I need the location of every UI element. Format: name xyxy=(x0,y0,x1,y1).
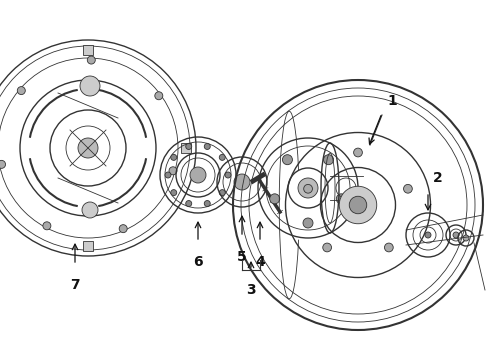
Circle shape xyxy=(303,218,313,228)
Text: 2: 2 xyxy=(433,171,443,185)
Circle shape xyxy=(219,190,225,195)
Circle shape xyxy=(169,167,177,175)
Circle shape xyxy=(119,225,127,233)
Circle shape xyxy=(404,184,412,193)
Circle shape xyxy=(186,144,192,149)
Circle shape xyxy=(225,172,231,178)
Circle shape xyxy=(204,201,210,207)
Circle shape xyxy=(425,232,431,238)
Circle shape xyxy=(82,202,98,218)
Circle shape xyxy=(78,138,98,158)
Circle shape xyxy=(204,144,210,149)
Text: 5: 5 xyxy=(237,250,247,264)
Circle shape xyxy=(349,196,367,214)
Circle shape xyxy=(323,243,332,252)
Circle shape xyxy=(80,76,100,96)
Text: 1: 1 xyxy=(387,94,397,108)
Circle shape xyxy=(190,167,206,183)
Circle shape xyxy=(43,222,51,230)
Circle shape xyxy=(339,186,377,224)
Text: 4: 4 xyxy=(255,255,265,269)
Circle shape xyxy=(463,235,469,241)
Circle shape xyxy=(270,194,280,204)
Circle shape xyxy=(165,172,171,178)
Circle shape xyxy=(186,201,192,207)
Circle shape xyxy=(385,243,393,252)
Text: 6: 6 xyxy=(193,255,203,269)
Circle shape xyxy=(155,92,163,100)
Text: 3: 3 xyxy=(246,283,256,297)
Circle shape xyxy=(453,232,459,238)
Circle shape xyxy=(0,160,5,168)
Circle shape xyxy=(171,190,177,195)
Circle shape xyxy=(87,56,95,64)
Circle shape xyxy=(323,155,334,165)
Circle shape xyxy=(17,87,25,95)
Circle shape xyxy=(298,178,318,198)
Bar xyxy=(83,241,93,251)
Circle shape xyxy=(336,194,346,204)
Bar xyxy=(83,45,93,55)
Circle shape xyxy=(282,155,293,165)
Circle shape xyxy=(234,174,250,190)
Circle shape xyxy=(304,184,313,193)
Text: 7: 7 xyxy=(70,278,80,292)
Circle shape xyxy=(354,148,363,157)
Circle shape xyxy=(219,154,225,160)
Circle shape xyxy=(171,154,177,160)
Bar xyxy=(181,143,191,153)
